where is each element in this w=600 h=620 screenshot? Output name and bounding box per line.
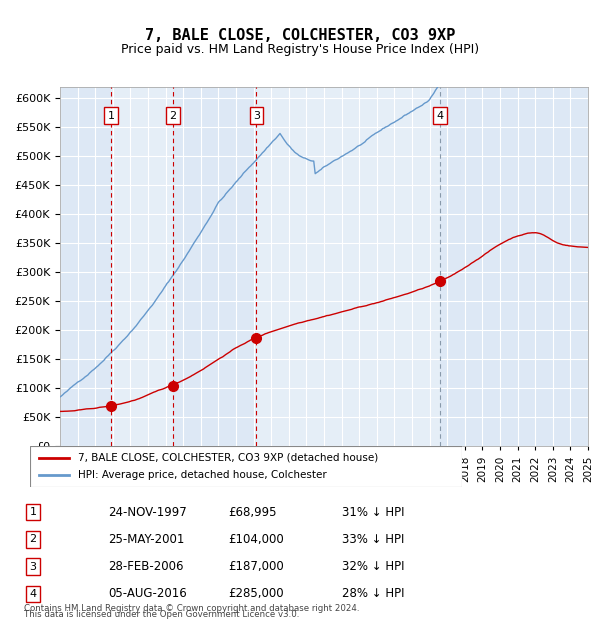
Bar: [256, 87, 440, 446]
Text: 2: 2: [29, 534, 37, 544]
Text: Contains HM Land Registry data © Crown copyright and database right 2024.: Contains HM Land Registry data © Crown c…: [24, 603, 359, 613]
Text: 28-FEB-2006: 28-FEB-2006: [108, 560, 184, 573]
Text: 05-AUG-2016: 05-AUG-2016: [108, 588, 187, 600]
Text: 28% ↓ HPI: 28% ↓ HPI: [342, 588, 404, 600]
Text: Price paid vs. HM Land Registry's House Price Index (HPI): Price paid vs. HM Land Registry's House …: [121, 43, 479, 56]
Text: 3: 3: [29, 562, 37, 572]
Bar: [173, 87, 256, 446]
Text: 32% ↓ HPI: 32% ↓ HPI: [342, 560, 404, 573]
Text: 31% ↓ HPI: 31% ↓ HPI: [342, 506, 404, 518]
Text: £285,000: £285,000: [228, 588, 284, 600]
Bar: [60, 87, 111, 446]
Text: 4: 4: [436, 111, 443, 121]
Text: 7, BALE CLOSE, COLCHESTER, CO3 9XP (detached house): 7, BALE CLOSE, COLCHESTER, CO3 9XP (deta…: [77, 453, 378, 463]
Text: 1: 1: [107, 111, 115, 121]
FancyBboxPatch shape: [30, 446, 462, 487]
Text: 7, BALE CLOSE, COLCHESTER, CO3 9XP: 7, BALE CLOSE, COLCHESTER, CO3 9XP: [145, 28, 455, 43]
Text: 25-MAY-2001: 25-MAY-2001: [108, 533, 184, 546]
Bar: [111, 87, 173, 446]
Text: 1: 1: [29, 507, 37, 517]
Text: 24-NOV-1997: 24-NOV-1997: [108, 506, 187, 518]
Text: 4: 4: [29, 589, 37, 599]
Text: 3: 3: [253, 111, 260, 121]
Text: £104,000: £104,000: [228, 533, 284, 546]
Text: £187,000: £187,000: [228, 560, 284, 573]
Text: 2: 2: [169, 111, 176, 121]
Text: HPI: Average price, detached house, Colchester: HPI: Average price, detached house, Colc…: [77, 471, 326, 480]
Text: 33% ↓ HPI: 33% ↓ HPI: [342, 533, 404, 546]
Text: This data is licensed under the Open Government Licence v3.0.: This data is licensed under the Open Gov…: [24, 610, 299, 619]
Bar: [440, 87, 588, 446]
Text: £68,995: £68,995: [228, 506, 277, 518]
